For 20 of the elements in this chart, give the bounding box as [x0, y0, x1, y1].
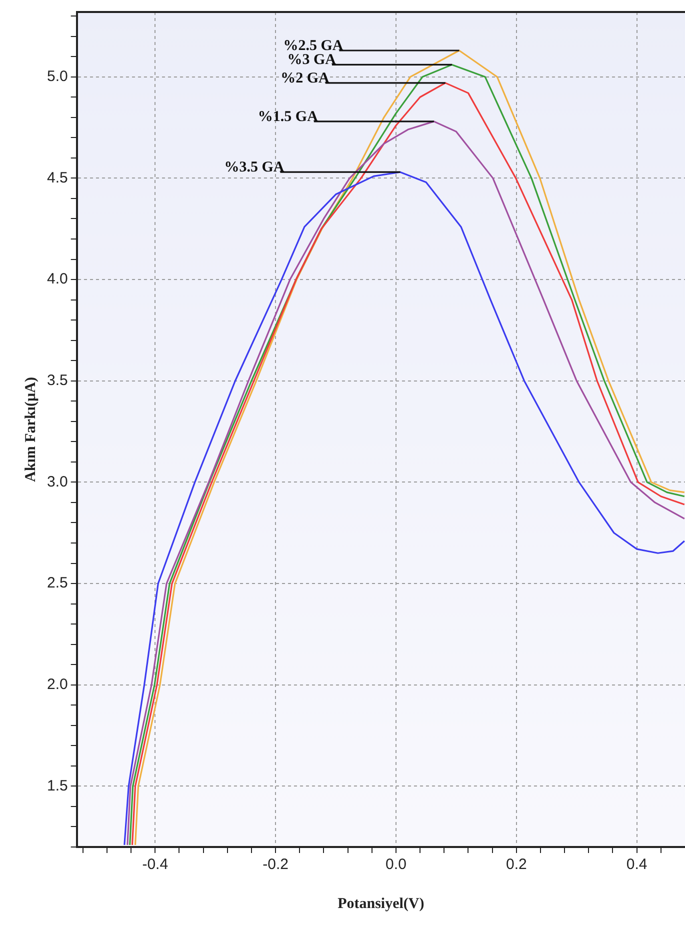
y-tick-label: 2.0 — [46, 676, 68, 694]
y-tick-label: 1.5 — [46, 777, 68, 794]
x-axis-title: Potansiyel(V) — [338, 896, 424, 912]
y-tick-label: 2.5 — [46, 574, 68, 592]
x-tick-label: 0.2 — [506, 856, 527, 874]
x-tick-label: -0.2 — [262, 856, 288, 874]
annotation: %2 GA — [280, 70, 330, 86]
x-tick-label: 0.4 — [626, 856, 648, 874]
y-tick-label: 3.0 — [46, 473, 68, 490]
annotation: %1.5 GA — [258, 108, 318, 125]
x-tick-label: -0.4 — [142, 856, 168, 874]
y-axis-title: Akım Farkı(µA) — [22, 377, 39, 482]
annotation: %3.5 GA — [224, 159, 284, 176]
y-tick-label: 4.5 — [46, 169, 68, 186]
y-tick-label: 4.0 — [46, 270, 68, 288]
y-tick-label: 5.0 — [46, 68, 68, 85]
x-tick-label: 0.0 — [386, 856, 406, 874]
annotation: %2.5 GA — [283, 38, 344, 54]
y-tick-label: 3.5 — [46, 372, 68, 389]
annotation: %3 GA — [287, 52, 336, 68]
